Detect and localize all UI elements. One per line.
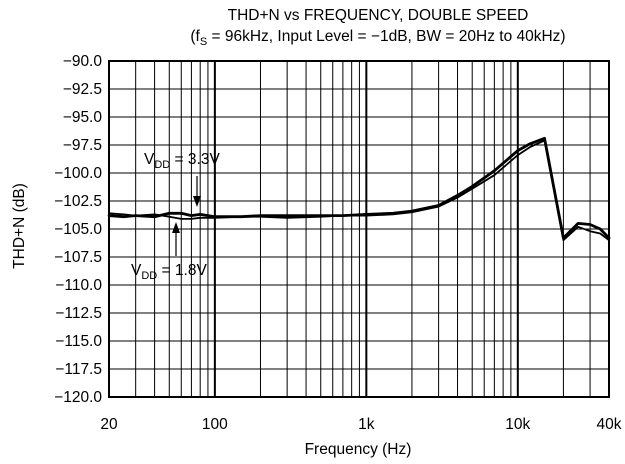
y-tick-label: −110.0 [55, 277, 102, 294]
x-tick-label: 1k [358, 416, 375, 433]
y-tick-label: −92.5 [63, 81, 102, 98]
y-tick-label: −97.5 [63, 137, 102, 154]
y-tick-label: −112.5 [55, 305, 102, 322]
y-tick-label: −95.0 [63, 109, 103, 126]
y-tick-label: −102.5 [54, 193, 102, 210]
subtitle-subscript: S [200, 36, 207, 48]
y-tick-label: −117.5 [55, 361, 102, 378]
y-tick-label: −90.0 [63, 53, 103, 70]
annotations: VDD = 3.3V VDD = 1.8V [131, 151, 220, 282]
plot-frame [108, 60, 610, 398]
y-axis-label: THD+N (dB) [11, 183, 28, 269]
y-tick-label: −120.0 [54, 389, 102, 406]
grid [109, 60, 609, 398]
annotation-vdd-1v8: VDD = 1.8V [131, 262, 207, 282]
subtitle-rest: = 96kHz, Input Level = −1dB, BW = 20Hz t… [207, 28, 565, 45]
x-tick-label: 100 [202, 416, 228, 433]
y-tick-label: −100.0 [54, 165, 102, 182]
y-tick-label: −107.5 [54, 249, 102, 266]
chart-subtitle: (fS = 96kHz, Input Level = −1dB, BW = 20… [190, 28, 565, 48]
chart-title: THD+N vs FREQUENCY, DOUBLE SPEED [228, 7, 529, 24]
annotation-arrowhead-down [193, 196, 201, 207]
annotation-vdd-3v3: VDD = 3.3V [144, 151, 220, 171]
x-tick-label: 40k [597, 416, 622, 433]
x-tick-label: 10k [505, 416, 530, 433]
annotation-arrowhead-up [172, 222, 180, 233]
y-tick-label: −115.0 [55, 333, 102, 350]
series-lines [107, 136, 611, 242]
series-line [108, 139, 610, 242]
y-tick-label: −105.0 [54, 221, 102, 238]
x-tick-label: 20 [100, 416, 118, 433]
subtitle-prefix: (f [190, 28, 200, 45]
x-tick-labels: 20 100 1k 10k 40k [100, 416, 621, 433]
y-tick-labels: −90.0 −92.5 −95.0 −97.5 −100.0 −102.5 −105.0 −1… [54, 53, 102, 406]
x-axis-label: Frequency (Hz) [305, 441, 412, 458]
